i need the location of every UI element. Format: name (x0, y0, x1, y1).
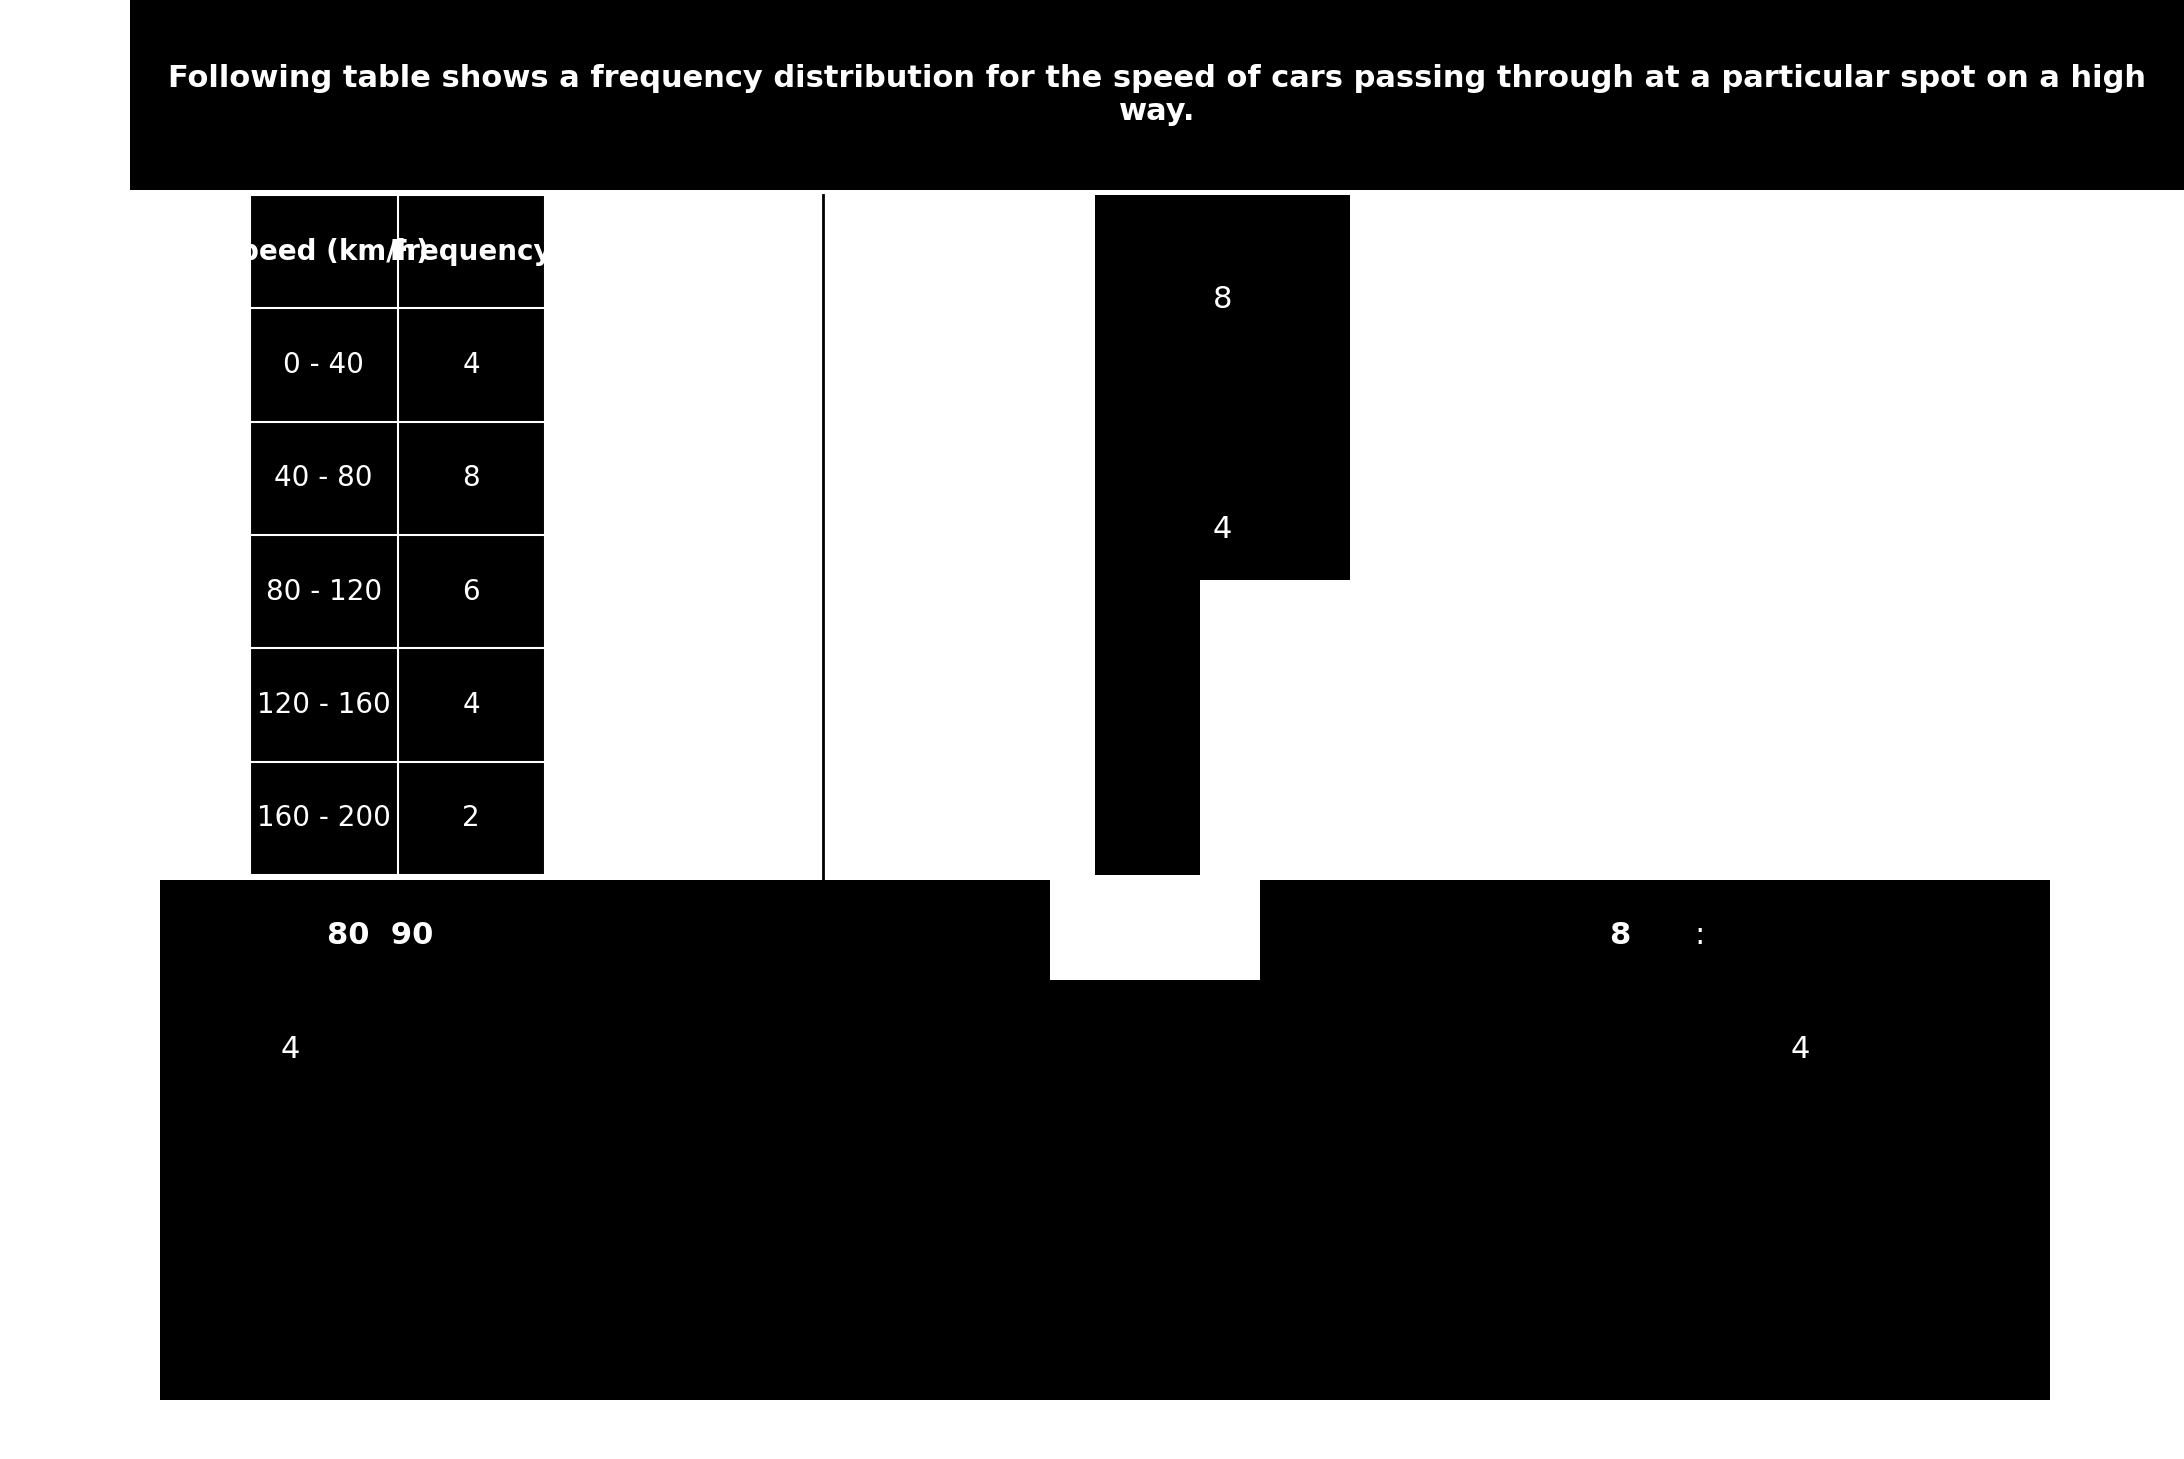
Text: Frequency: Frequency (391, 238, 553, 266)
Text: 4: 4 (463, 352, 480, 379)
Text: :: : (1695, 921, 1706, 950)
Text: 6: 6 (463, 578, 480, 605)
Text: 160 - 200: 160 - 200 (258, 804, 391, 832)
Bar (1199, 581, 1350, 875)
Bar (249, 196, 546, 875)
Text: 2: 2 (1212, 746, 1232, 775)
Text: 80  90: 80 90 (328, 921, 432, 950)
Bar (131, 0, 2184, 190)
Bar (1094, 196, 1350, 875)
Text: 8: 8 (1212, 286, 1232, 315)
Text: 0 - 40: 0 - 40 (284, 352, 365, 379)
Text: 80 - 120: 80 - 120 (266, 578, 382, 605)
Text: Speed (km/h): Speed (km/h) (218, 238, 428, 266)
Text: 4: 4 (1212, 515, 1232, 544)
Text: 120 - 160: 120 - 160 (258, 692, 391, 719)
Bar (159, 880, 2051, 1401)
Bar (1051, 880, 1260, 980)
Text: 40 - 80: 40 - 80 (275, 464, 373, 492)
Text: 4: 4 (463, 692, 480, 719)
Text: Following table shows a frequency distribution for the speed of cars passing thr: Following table shows a frequency distri… (168, 64, 2147, 127)
Text: 4: 4 (1791, 1036, 1811, 1065)
Text: 4: 4 (280, 1036, 299, 1065)
Text: 2: 2 (463, 804, 480, 832)
Text: 8: 8 (463, 464, 480, 492)
Text: 8: 8 (1610, 921, 1631, 950)
